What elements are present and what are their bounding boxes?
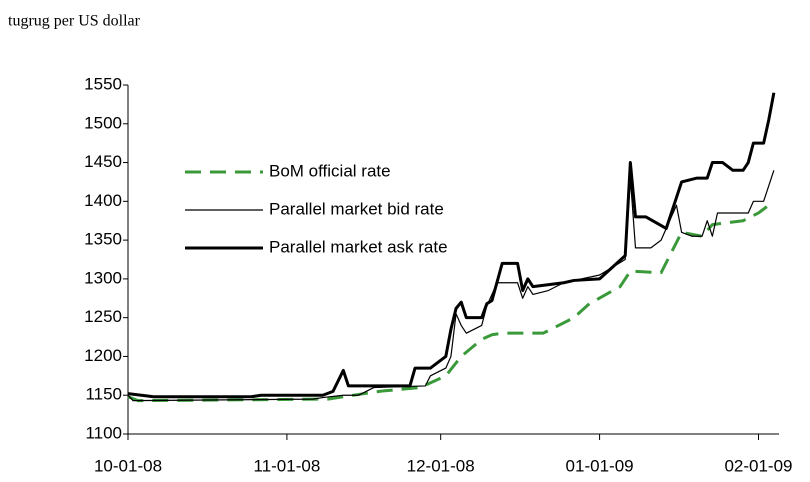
series-line bbox=[127, 92, 776, 399]
legend-label: Parallel market bid rate bbox=[269, 199, 444, 218]
y-tick-label: 1350 bbox=[84, 230, 122, 249]
x-tick-label: 01-01-09 bbox=[566, 456, 634, 475]
x-tick-label: 12-01-08 bbox=[407, 456, 475, 475]
x-tick-label: 10-01-08 bbox=[94, 456, 162, 475]
y-tick-label: 1450 bbox=[84, 152, 122, 171]
y-tick-label: 1300 bbox=[84, 268, 122, 287]
y-tick-label: 1150 bbox=[85, 385, 122, 404]
chart-title: tugrug per US dollar bbox=[8, 13, 141, 30]
y-tick-label: 1550 bbox=[84, 74, 122, 93]
x-tick-label: 02-01-09 bbox=[724, 456, 792, 475]
y-tick-label: 1400 bbox=[84, 191, 122, 210]
legend-label: Parallel market ask rate bbox=[269, 237, 448, 256]
series-line bbox=[127, 200, 775, 403]
y-tick-label: 1100 bbox=[85, 423, 122, 442]
legend-label: BoM official rate bbox=[269, 161, 391, 180]
y-tick-label: 1250 bbox=[84, 307, 122, 326]
x-tick-label: 11-01-08 bbox=[254, 456, 321, 475]
y-tick-label: 1200 bbox=[84, 346, 122, 365]
y-tick-label: 1500 bbox=[84, 113, 122, 132]
series-line bbox=[127, 170, 775, 402]
